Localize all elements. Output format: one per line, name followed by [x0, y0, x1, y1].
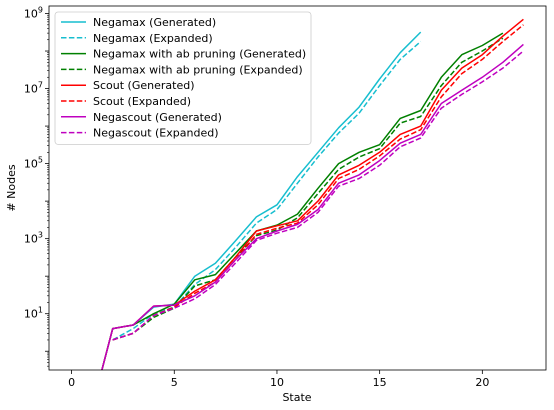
x-axis-label: State [282, 391, 311, 404]
legend-entry-negamax-with-ab-pruning-expanded: Negamax with ab pruning (Expanded) [93, 63, 303, 76]
series-line-negascout-expanded [112, 50, 524, 341]
x-tick-label: 10 [270, 376, 284, 389]
legend-entry-negamax-with-ab-pruning-generated: Negamax with ab pruning (Generated) [93, 48, 306, 61]
y-tick-label: 105 [24, 156, 43, 171]
y-tick-label: 103 [24, 231, 43, 246]
y-axis-ticks: 101 103 105 107 109 [24, 6, 49, 367]
series-lines [101, 18, 524, 370]
x-tick-label: 5 [171, 376, 178, 389]
legend-entry-negamax-expanded: Negamax (Expanded) [93, 32, 213, 45]
x-axis-ticks: 0 5 10 15 20 [68, 370, 489, 389]
y-tick-label: 109 [24, 6, 43, 21]
plot-frame [48, 5, 547, 371]
legend-entry-negascout-generated: Negascout (Generated) [93, 111, 222, 124]
series-line-negamax-with-ab-pruning-generated [101, 32, 504, 370]
series-line-negamax-expanded [112, 40, 422, 341]
series-line-negascout-generated [101, 43, 524, 370]
legend-entry-scout-generated: Scout (Generated) [93, 79, 194, 92]
legend-entry-negamax-generated: Negamax (Generated) [93, 16, 216, 29]
y-tick-label: 101 [24, 306, 43, 321]
legend-entry-negascout-expanded: Negascout (Expanded) [93, 127, 218, 140]
legend: Negamax (Generated) Negamax (Expanded) Neg… [54, 11, 312, 145]
y-axis-label: # Nodes [5, 164, 18, 211]
x-tick-label: 0 [68, 376, 75, 389]
x-tick-label: 20 [475, 376, 489, 389]
legend-entry-scout-expanded: Scout (Expanded) [93, 95, 191, 108]
x-tick-label: 15 [373, 376, 387, 389]
legend-box [54, 11, 312, 145]
y-tick-label: 107 [24, 81, 43, 96]
